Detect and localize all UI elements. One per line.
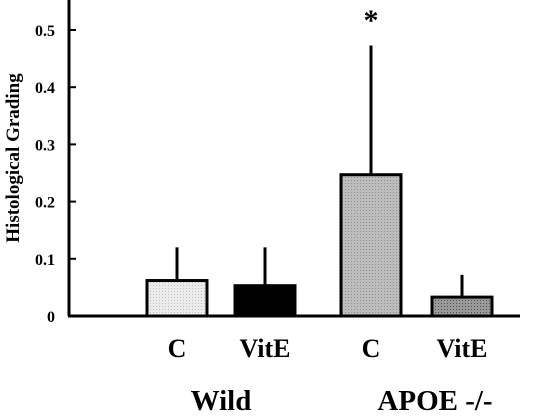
y-tick-label: 0.3 bbox=[35, 137, 55, 154]
group-label-1: APOE -/- bbox=[377, 385, 492, 417]
group-labels: Wild APOE -/- bbox=[191, 385, 493, 417]
category-label-0: C bbox=[168, 334, 187, 363]
bar-3 bbox=[430, 295, 494, 318]
y-axis-ticks: 0 0.1 0.2 0.3 0.4 0.5 bbox=[35, 23, 76, 326]
bar-1 bbox=[233, 284, 297, 318]
y-tick-label: 0.2 bbox=[35, 195, 55, 212]
group-label-0: Wild bbox=[191, 385, 252, 417]
annotations: * bbox=[364, 4, 379, 37]
y-tick-label: 0 bbox=[47, 309, 55, 326]
category-label-2: C bbox=[362, 334, 381, 363]
bar-0 bbox=[145, 279, 209, 318]
y-tick-label: 0.1 bbox=[35, 252, 55, 269]
category-labels: C VitE C VitE bbox=[168, 334, 488, 363]
y-tick-label: 0.5 bbox=[35, 23, 55, 40]
bar-2 bbox=[339, 173, 403, 318]
category-label-1: VitE bbox=[239, 334, 290, 363]
category-label-3: VitE bbox=[436, 334, 487, 363]
y-tick-label: 0.4 bbox=[35, 80, 55, 97]
bars bbox=[145, 173, 494, 318]
y-axis-label: Histological Grading bbox=[3, 73, 24, 243]
significance-marker: * bbox=[364, 4, 379, 37]
error-bars bbox=[175, 45, 464, 298]
